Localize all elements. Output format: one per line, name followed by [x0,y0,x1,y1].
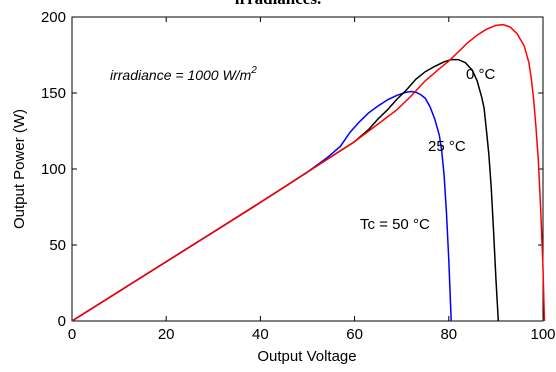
axis-ticks: 0 20 40 60 80 100 0 50 100 150 200 [41,9,556,343]
series-label-0c: 0 °C [466,66,496,83]
annotation-text: irradiance = 1000 W/m [110,67,252,83]
series-label-50c: Tc = 50 °C [360,216,430,233]
y-tick-label: 100 [41,161,66,178]
x-tick-label: 40 [252,326,269,343]
y-tick-label: 200 [41,9,66,26]
series-lines [71,23,546,322]
x-tick-label: 100 [530,326,555,343]
y-tick-label: 50 [49,237,66,254]
annotation-superscript: 2 [250,65,257,76]
series-line-2 [71,23,546,322]
y-axis-label: Output Power (W) [11,109,28,229]
chart-title: irradiances. [235,0,321,8]
series-label-25c: 25 °C [428,138,466,155]
x-axis-label: Output Voltage [257,348,356,365]
x-tick-label: 20 [158,326,175,343]
x-tick-label: 60 [346,326,363,343]
annotation-irradiance: irradiance = 1000 W/m2 [110,65,257,83]
x-tick-label: 80 [440,326,457,343]
plot-area [71,16,544,322]
x-tick-label: 0 [68,326,76,343]
y-tick-label: 150 [41,85,66,102]
y-tick-label: 0 [58,313,66,330]
